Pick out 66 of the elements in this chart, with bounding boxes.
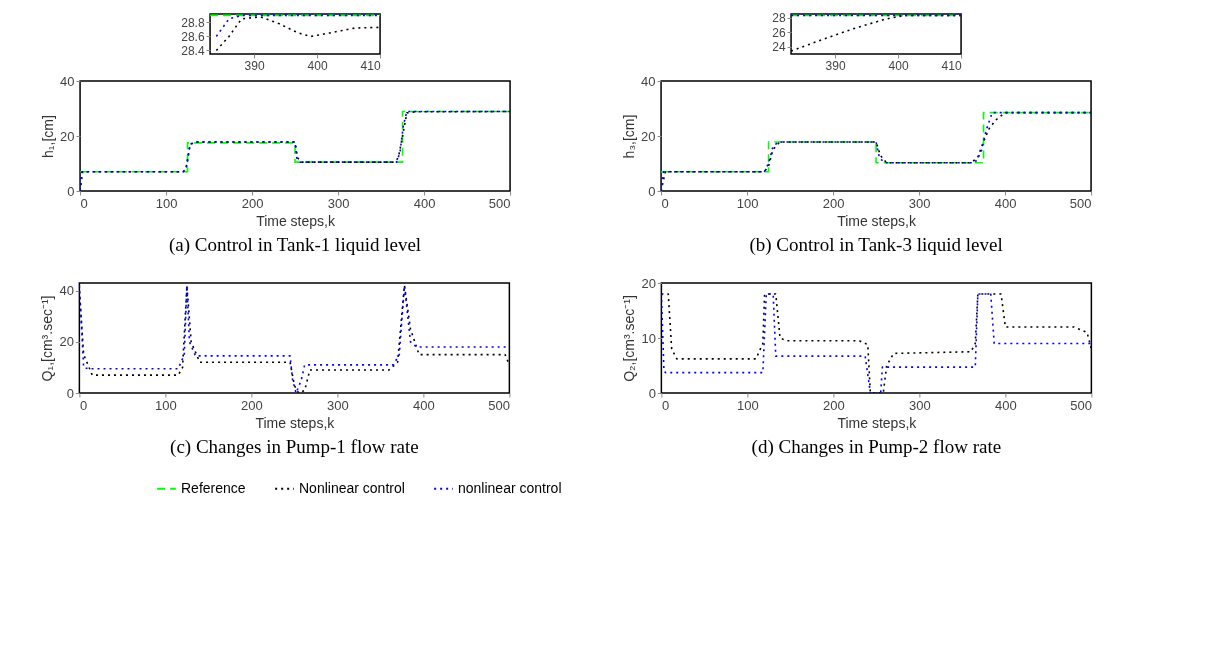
x-tick-label: 410 [360, 58, 381, 73]
x-tick-label: 200 [241, 397, 263, 413]
y-tick-label: 40 [59, 283, 74, 299]
y-tick-label: 28.6 [181, 29, 205, 44]
legend-label: Nonlinear control [299, 479, 405, 496]
y-tick-label: 20 [641, 275, 656, 291]
x-tick-label: 400 [994, 195, 1017, 211]
text: (c) Changes in Pump-1 flow rate [170, 436, 419, 458]
x-tick-label: 300 [327, 397, 349, 413]
y-axis-title: h₃,[cm] [621, 114, 638, 159]
y-tick-label: 26 [772, 25, 786, 40]
x-tick-label: 300 [909, 397, 931, 413]
y-tick-label: 20 [59, 334, 74, 350]
y-tick-label: 0 [67, 183, 75, 199]
y-tick-label: 28.8 [181, 15, 205, 30]
y-tick-label: 28.4 [181, 43, 205, 58]
x-axis-title: Time steps,k [255, 414, 336, 431]
x-tick-label: 500 [488, 397, 510, 413]
y-tick-label: 0 [648, 183, 656, 199]
y-axis-title: Q₁,[cm³.sec⁻¹] [39, 295, 56, 382]
x-tick-label: 100 [155, 195, 178, 211]
y-tick-label: 24 [772, 40, 786, 55]
y-tick-label: 0 [648, 385, 656, 401]
x-tick-label: 100 [737, 397, 759, 413]
x-tick-label: 400 [995, 397, 1017, 413]
x-axis-title: Time steps,k [837, 212, 917, 229]
x-tick-label: 100 [736, 195, 759, 211]
x-tick-label: 300 [327, 195, 350, 211]
x-tick-label: 200 [822, 195, 845, 211]
x-tick-label: 300 [908, 195, 931, 211]
x-tick-label: 400 [413, 397, 435, 413]
x-tick-label: 500 [1069, 195, 1092, 211]
x-tick-label: 400 [888, 58, 909, 73]
x-tick-label: 410 [941, 58, 962, 73]
x-tick-label: 0 [79, 397, 88, 413]
text: (d) Changes in Pump-2 flow rate [751, 436, 1002, 458]
x-tick-label: 100 [155, 397, 177, 413]
y-axis-title: Q₂,[cm³.sec⁻¹] [621, 295, 638, 382]
y-tick-label: 20 [641, 128, 656, 144]
x-tick-label: 400 [307, 58, 328, 73]
y-tick-label: 40 [60, 73, 75, 89]
line-series [661, 111, 1092, 173]
line-series [80, 110, 511, 173]
x-tick-label: 500 [1070, 397, 1092, 413]
y-axis-title: h₁,[cm] [40, 115, 57, 158]
text: (b) Control in Tank-3 liquid level [749, 234, 1003, 256]
x-tick-label: 0 [661, 397, 670, 413]
legend-label: Reference [181, 479, 246, 496]
x-axis-title: Time steps,k [837, 414, 918, 431]
y-tick-label: 28 [772, 11, 786, 26]
y-tick-label: 0 [66, 385, 74, 401]
x-axis-title: Time steps,k [256, 212, 336, 229]
y-tick-label: 10 [641, 330, 656, 346]
y-tick-label: 40 [641, 73, 656, 89]
x-tick-label: 0 [661, 195, 669, 211]
line-series [79, 284, 510, 393]
x-tick-label: 200 [241, 195, 264, 211]
x-tick-label: 390 [244, 58, 265, 73]
x-tick-label: 0 [80, 195, 88, 211]
legend-label: nonlinear control [458, 479, 562, 496]
x-tick-label: 400 [413, 195, 436, 211]
x-tick-label: 200 [823, 397, 845, 413]
text: (a) Control in Tank-1 liquid level [168, 234, 422, 256]
y-tick-label: 20 [60, 128, 75, 144]
x-tick-label: 390 [825, 58, 846, 73]
x-tick-label: 500 [488, 195, 511, 211]
